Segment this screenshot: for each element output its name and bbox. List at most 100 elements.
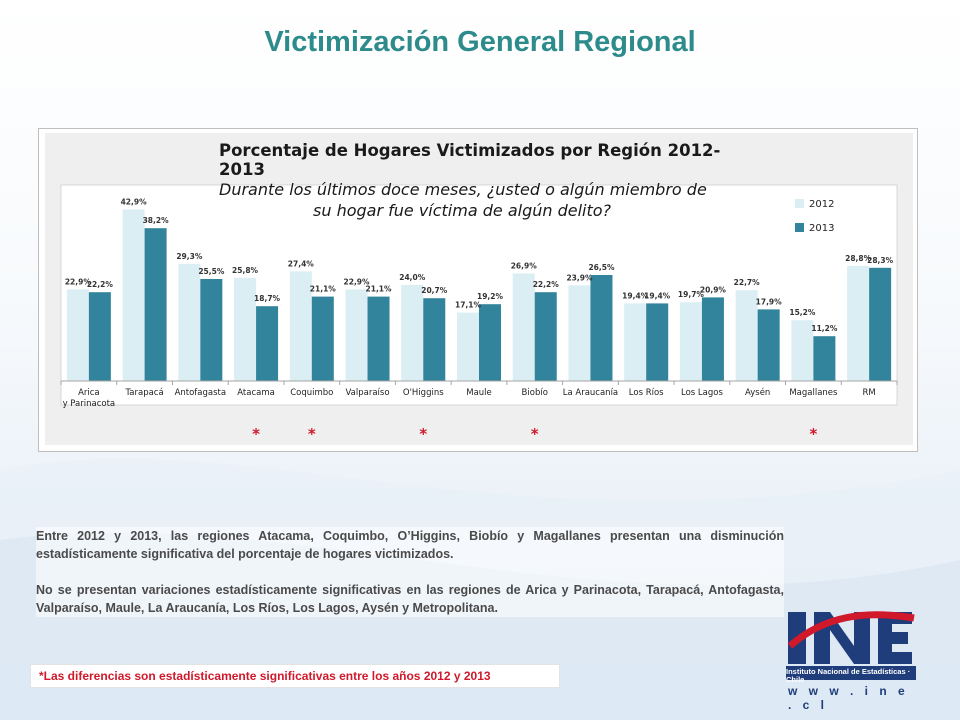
bar-2012-14 (847, 265, 870, 381)
data-label-2012-9: 23,9% (566, 273, 593, 282)
bar-2013-8 (534, 292, 557, 381)
bar-2013-11 (701, 297, 724, 381)
bar-2012-10 (624, 303, 647, 381)
data-label-2012-6: 24,0% (399, 273, 426, 282)
bar-2013-6 (423, 298, 446, 381)
x-tick-label-7: Maule (466, 388, 492, 398)
data-label-2012-14: 28,8% (845, 254, 872, 263)
data-label-2013-10: 19,4% (644, 291, 671, 300)
bar-2013-2 (200, 279, 223, 381)
x-tick-label-5: Valparaíso (346, 388, 390, 398)
data-label-2013-0: 22,2% (87, 280, 114, 289)
x-tick-label-3: Atacama (237, 388, 275, 398)
data-label-2013-2: 25,5% (198, 267, 225, 276)
bar-2013-1 (144, 228, 167, 381)
data-label-2012-7: 17,1% (455, 301, 482, 310)
bar-2013-4 (311, 296, 334, 381)
chart-title-box: Porcentaje de Hogares Victimizados por R… (219, 141, 739, 221)
bar-2012-4 (289, 271, 312, 381)
chart-outer-band-left (45, 133, 61, 445)
chart-outer-band-right (897, 133, 913, 445)
x-tick-label-14: RM (863, 388, 876, 398)
ine-logo (786, 611, 916, 680)
bar-2012-12 (735, 290, 758, 381)
significance-mark-13: * (809, 425, 817, 443)
significance-mark-6: * (419, 425, 427, 443)
x-tick-label-0-line1: y Parinacota (63, 399, 116, 409)
data-label-2013-4: 21,1% (310, 285, 337, 294)
chart-title: Porcentaje de Hogares Victimizados por R… (219, 141, 721, 179)
bar-2012-9 (568, 285, 591, 381)
legend-label-2013: 2013 (809, 223, 834, 234)
slide-title: Victimización General Regional (264, 26, 696, 58)
x-tick-label-12: Aysén (745, 387, 770, 398)
bar-2013-3 (256, 306, 279, 381)
data-label-2013-8: 22,2% (533, 280, 560, 289)
data-label-2013-11: 20,9% (700, 285, 727, 294)
chart-subtitle-line-2: su hogar fue víctima de algún delito? (313, 201, 612, 220)
bar-2013-0 (88, 292, 111, 381)
significance-mark-3: * (252, 425, 260, 443)
x-tick-label-1: Tarapacá (125, 388, 164, 398)
findings-paragraph-2: No se presentan variaciones estadísticam… (36, 583, 784, 615)
data-label-2012-1: 42,9% (121, 197, 148, 206)
data-label-2013-6: 20,7% (421, 286, 448, 295)
data-label-2013-1: 38,2% (143, 216, 170, 225)
x-tick-label-11: Los Lagos (681, 388, 723, 398)
bar-2012-11 (679, 302, 702, 381)
x-tick-label-8: Biobío (522, 388, 548, 398)
x-tick-label-9: La Araucanía (563, 388, 618, 398)
data-label-2012-10: 19,4% (622, 291, 649, 300)
x-tick-label-0: Arica (78, 388, 100, 398)
bar-2012-13 (791, 320, 814, 381)
bar-2013-5 (367, 296, 390, 381)
chart-subtitle-line-1: Durante los últimos doce meses, ¿usted o… (219, 180, 707, 199)
bar-2012-3 (234, 277, 257, 381)
findings-text: Entre 2012 y 2013, las regiones Atacama,… (36, 527, 784, 617)
x-tick-label-10: Los Ríos (629, 388, 664, 398)
logo-url: w w w . i n e . c l (788, 684, 909, 712)
chart-panel: 22,9% 22,2% 42,9% 38,2% 29,3% 25,5% 25,8% 18,7%… (38, 128, 918, 452)
bar-2012-7 (457, 312, 479, 381)
significance-mark-4: * (308, 425, 316, 443)
data-label-2012-5: 22,9% (344, 277, 371, 286)
data-label-2013-9: 26,5% (588, 263, 615, 272)
data-label-2012-0: 22,9% (65, 277, 92, 286)
bar-2013-12 (757, 309, 780, 381)
logo-caption: Instituto Nacional de Estadísticas · Chi… (786, 667, 911, 684)
bar-2013-10 (646, 303, 669, 381)
bar-2013-14 (869, 267, 892, 381)
data-label-2013-13: 11,2% (811, 324, 838, 333)
bar-2012-2 (178, 263, 201, 381)
findings-paragraph-1: Entre 2012 y 2013, las regiones Atacama,… (36, 529, 784, 561)
x-tick-label-2: Antofagasta (175, 388, 227, 398)
bar-2013-9 (590, 275, 613, 381)
data-label-2013-5: 21,1% (366, 285, 393, 294)
bar-2012-6 (401, 285, 424, 381)
data-label-2012-8: 26,9% (511, 261, 538, 270)
bar-2012-1 (122, 209, 145, 381)
data-label-2012-13: 15,2% (789, 308, 816, 317)
bar-chart: 22,9%22,2%42,9%38,2%29,3%25,5% 25,8%18,7%… (45, 133, 913, 445)
x-tick-label-13: Magallanes (789, 388, 838, 398)
data-label-2013-12: 17,9% (756, 297, 783, 306)
bar-2013-7 (479, 304, 501, 381)
x-tick-label-6: O'Higgins (403, 388, 444, 398)
data-label-2012-12: 22,7% (734, 278, 761, 287)
significance-mark-8: * (531, 425, 539, 443)
data-label-2013-7: 19,2% (477, 292, 504, 301)
data-label-2012-4: 27,4% (288, 259, 315, 268)
legend-swatch-2012 (795, 199, 804, 208)
data-label-2013-14: 28,3% (867, 256, 894, 265)
legend-swatch-2013 (795, 223, 804, 232)
data-label-2013-3: 18,7% (254, 294, 281, 303)
data-label-2012-2: 29,3% (176, 252, 203, 261)
bar-2012-0 (66, 289, 89, 381)
x-tick-label-4: Coquimbo (290, 388, 333, 398)
significance-footnote: *Las diferencias son estadísticamente si… (30, 664, 560, 688)
chart-footer-band (45, 405, 913, 445)
bar-2012-8 (512, 273, 535, 381)
data-label-2012-11: 19,7% (678, 290, 705, 299)
chart-header-band (45, 133, 913, 185)
bar-2012-5 (345, 289, 368, 381)
